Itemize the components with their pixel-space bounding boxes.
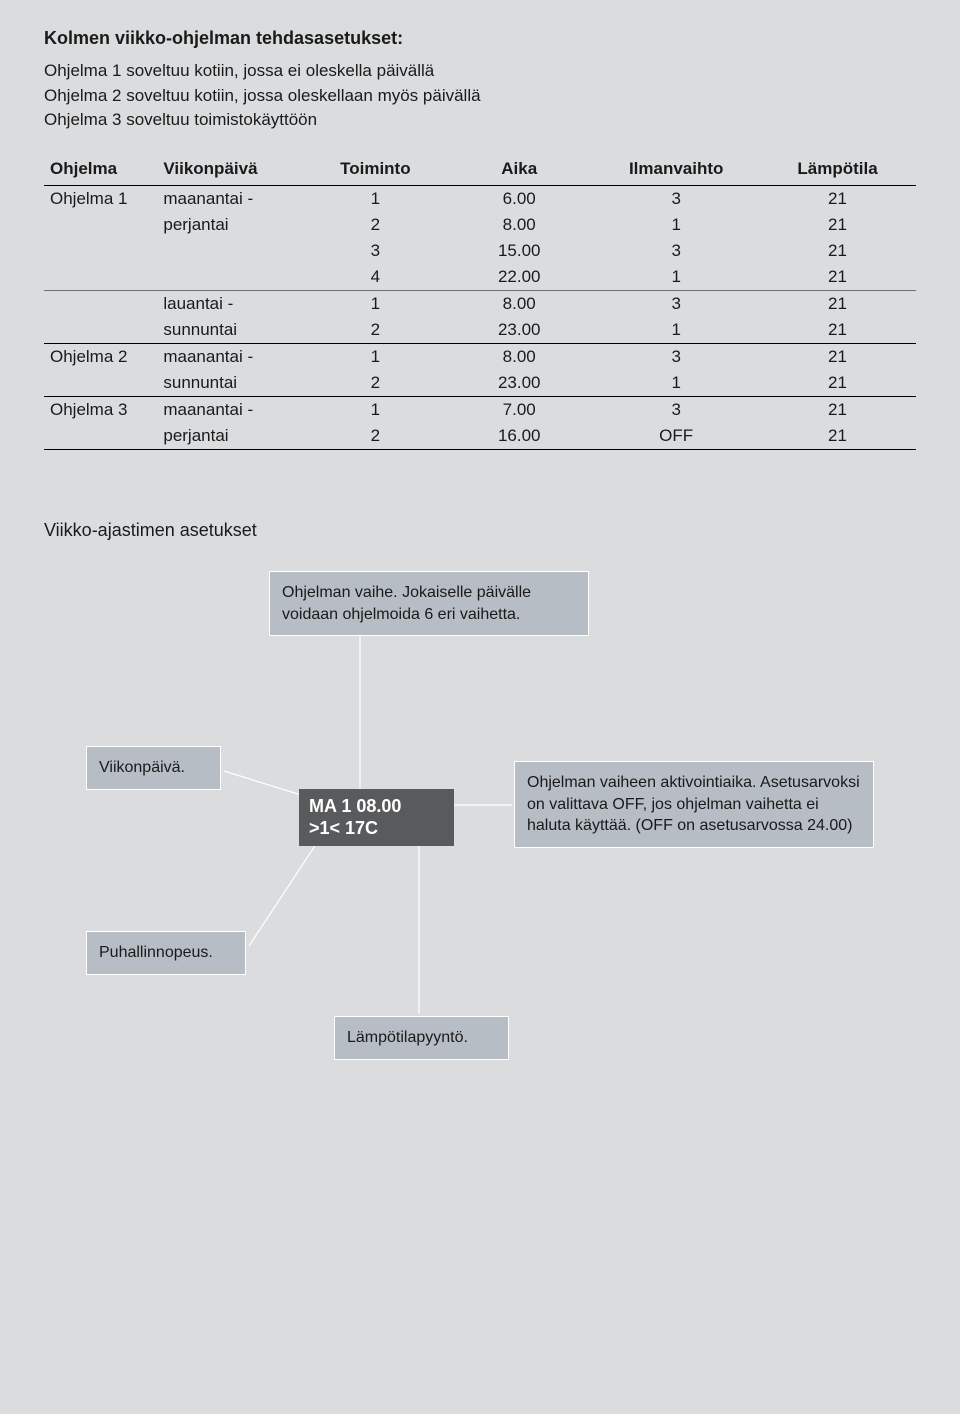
cell-lampotila: 21	[759, 238, 916, 264]
th-viikonpaiva: Viikonpäivä	[157, 155, 305, 186]
cell-aika: 22.00	[445, 264, 593, 291]
cell-aika: 15.00	[445, 238, 593, 264]
table-row: Ohjelma 1maanantai -16.00321	[44, 185, 916, 212]
cell-ohjelma: Ohjelma 3	[44, 396, 157, 423]
th-toiminto: Toiminto	[306, 155, 446, 186]
cell-lampotila: 21	[759, 370, 916, 397]
intro-line: Ohjelma 2 soveltuu kotiin, jossa oleskel…	[44, 84, 916, 109]
cell-ohjelma	[44, 264, 157, 291]
cell-ohjelma	[44, 370, 157, 397]
cell-toiminto: 1	[306, 290, 446, 317]
cell-toiminto: 1	[306, 185, 446, 212]
cell-viikonpaiva: sunnuntai	[157, 370, 305, 397]
cell-ilmanvaihto: 1	[593, 370, 759, 397]
cell-aika: 8.00	[445, 212, 593, 238]
cell-ilmanvaihto: 3	[593, 343, 759, 370]
intro-line: Ohjelma 1 soveltuu kotiin, jossa ei oles…	[44, 59, 916, 84]
cell-ilmanvaihto: 3	[593, 185, 759, 212]
stage-box: Ohjelman vaihe. Jokaiselle päivälle void…	[269, 571, 589, 636]
lcd-line2: >1< 17C	[309, 817, 444, 840]
cell-toiminto: 2	[306, 212, 446, 238]
activation-box: Ohjelman vaiheen aktivointiaika. Asetusa…	[514, 761, 874, 848]
cell-ohjelma	[44, 290, 157, 317]
cell-toiminto: 2	[306, 423, 446, 450]
lcd-line1: MA 1 08.00	[309, 795, 444, 818]
table-row: 315.00321	[44, 238, 916, 264]
cell-ohjelma: Ohjelma 1	[44, 185, 157, 212]
cell-viikonpaiva: perjantai	[157, 212, 305, 238]
table-row: Ohjelma 2maanantai -18.00321	[44, 343, 916, 370]
cell-aika: 7.00	[445, 396, 593, 423]
cell-aika: 23.00	[445, 317, 593, 344]
cell-viikonpaiva: maanantai -	[157, 185, 305, 212]
cell-toiminto: 2	[306, 317, 446, 344]
th-aika: Aika	[445, 155, 593, 186]
fan-box: Puhallinnopeus.	[86, 931, 246, 975]
cell-ilmanvaihto: 1	[593, 212, 759, 238]
cell-ohjelma	[44, 212, 157, 238]
table-row: lauantai -18.00321	[44, 290, 916, 317]
cell-lampotila: 21	[759, 343, 916, 370]
cell-ilmanvaihto: 3	[593, 238, 759, 264]
connector-lines	[44, 571, 914, 1171]
cell-lampotila: 21	[759, 212, 916, 238]
cell-aika: 6.00	[445, 185, 593, 212]
cell-viikonpaiva: maanantai -	[157, 343, 305, 370]
cell-lampotila: 21	[759, 317, 916, 344]
cell-toiminto: 1	[306, 343, 446, 370]
cell-aika: 16.00	[445, 423, 593, 450]
table-row: sunnuntai223.00121	[44, 370, 916, 397]
cell-ohjelma	[44, 317, 157, 344]
cell-ilmanvaihto: 3	[593, 290, 759, 317]
cell-lampotila: 21	[759, 264, 916, 291]
th-lampotila: Lämpötila	[759, 155, 916, 186]
lcd-display: MA 1 08.00 >1< 17C	[299, 789, 454, 846]
cell-lampotila: 21	[759, 185, 916, 212]
cell-aika: 8.00	[445, 343, 593, 370]
cell-viikonpaiva: maanantai -	[157, 396, 305, 423]
table-row: perjantai216.00OFF21	[44, 423, 916, 450]
cell-viikonpaiva: perjantai	[157, 423, 305, 450]
cell-viikonpaiva: sunnuntai	[157, 317, 305, 344]
program-table: Ohjelma Viikonpäivä Toiminto Aika Ilmanv…	[44, 155, 916, 450]
cell-viikonpaiva	[157, 238, 305, 264]
cell-toiminto: 4	[306, 264, 446, 291]
th-ohjelma: Ohjelma	[44, 155, 157, 186]
cell-ohjelma	[44, 423, 157, 450]
table-row: sunnuntai223.00121	[44, 317, 916, 344]
cell-aika: 23.00	[445, 370, 593, 397]
cell-ilmanvaihto: OFF	[593, 423, 759, 450]
table-row: 422.00121	[44, 264, 916, 291]
cell-viikonpaiva: lauantai -	[157, 290, 305, 317]
temp-box: Lämpötilapyyntö.	[334, 1016, 509, 1060]
weekday-box: Viikonpäivä.	[86, 746, 221, 790]
table-row: Ohjelma 3maanantai -17.00321	[44, 396, 916, 423]
table-body: Ohjelma 1maanantai -16.00321perjantai28.…	[44, 185, 916, 449]
cell-ohjelma	[44, 238, 157, 264]
intro-block: Ohjelma 1 soveltuu kotiin, jossa ei oles…	[44, 59, 916, 133]
cell-toiminto: 1	[306, 396, 446, 423]
cell-ilmanvaihto: 1	[593, 317, 759, 344]
section2-title: Viikko-ajastimen asetukset	[44, 520, 916, 541]
cell-viikonpaiva	[157, 264, 305, 291]
heading: Kolmen viikko-ohjelman tehdasasetukset:	[44, 28, 916, 49]
table-row: perjantai28.00121	[44, 212, 916, 238]
cell-lampotila: 21	[759, 396, 916, 423]
cell-ohjelma: Ohjelma 2	[44, 343, 157, 370]
intro-line: Ohjelma 3 soveltuu toimistokäyttöön	[44, 108, 916, 133]
cell-ilmanvaihto: 1	[593, 264, 759, 291]
cell-lampotila: 21	[759, 423, 916, 450]
cell-aika: 8.00	[445, 290, 593, 317]
diagram: Ohjelman vaihe. Jokaiselle päivälle void…	[44, 571, 914, 1171]
cell-toiminto: 2	[306, 370, 446, 397]
table-header-row: Ohjelma Viikonpäivä Toiminto Aika Ilmanv…	[44, 155, 916, 186]
cell-ilmanvaihto: 3	[593, 396, 759, 423]
cell-toiminto: 3	[306, 238, 446, 264]
th-ilmanvaihto: Ilmanvaihto	[593, 155, 759, 186]
cell-lampotila: 21	[759, 290, 916, 317]
